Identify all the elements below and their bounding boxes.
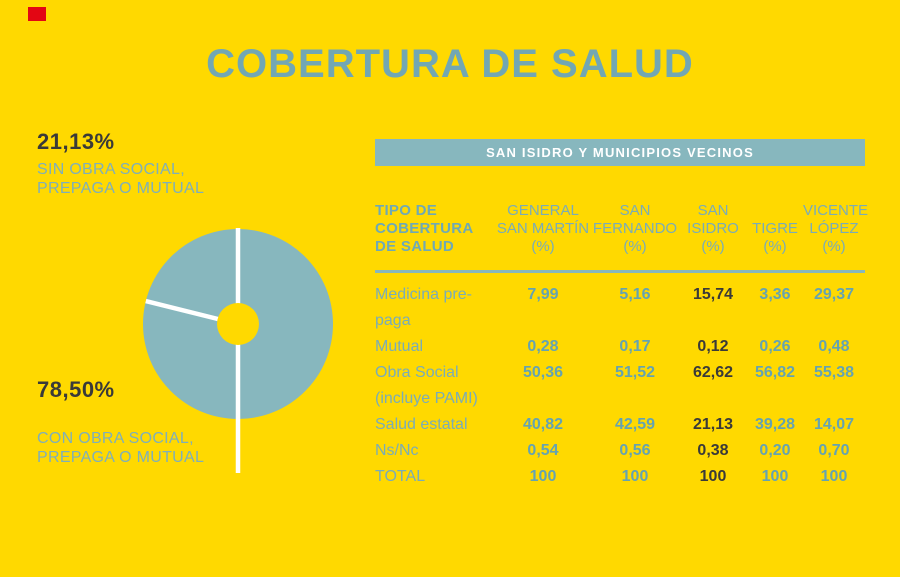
table-row: Salud estatal 40,82 42,59 21,13 39,28 14… bbox=[375, 412, 865, 438]
cell-value: 39,28 bbox=[754, 416, 796, 433]
row-label: Ns/Nc bbox=[375, 442, 419, 459]
cell-value: 3,36 bbox=[759, 286, 791, 303]
cell-value: 62,62 bbox=[692, 364, 734, 381]
table-body: Medicina pre-paga 7,99 5,16 15,74 3,36 2… bbox=[375, 282, 865, 490]
pie-small-percent: 21,13% bbox=[37, 129, 115, 154]
cell-value: 0,20 bbox=[759, 442, 791, 459]
cell-value: 100 bbox=[529, 468, 557, 485]
cell-value: 21,13 bbox=[692, 416, 734, 433]
cell-value: 56,82 bbox=[754, 364, 796, 381]
cell-value: 100 bbox=[699, 468, 727, 485]
column-header-san-fernando: SAN FERNANDO (%) bbox=[592, 202, 678, 255]
row-label-sub: (incluye PAMI) bbox=[375, 390, 478, 407]
cell-value: 14,07 bbox=[813, 416, 855, 433]
donut-chart bbox=[143, 228, 333, 473]
pie-small-caption: SIN OBRA SOCIAL, PREPAGA O MUTUAL bbox=[37, 161, 205, 197]
pie-big-percent: 78,50% bbox=[37, 377, 115, 402]
cell-value: 100 bbox=[761, 468, 789, 485]
table-row: Mutual 0,28 0,17 0,12 0,26 0,48 bbox=[375, 334, 865, 360]
pie-big-caption: CON OBRA SOCIAL, PREPAGA O MUTUAL bbox=[37, 430, 205, 466]
row-label: Obra Social (incluye PAMI) bbox=[375, 360, 495, 412]
table-row: Ns/Nc 0,54 0,56 0,38 0,20 0,70 bbox=[375, 438, 865, 464]
table-row: Medicina pre-paga 7,99 5,16 15,74 3,36 2… bbox=[375, 282, 865, 334]
cell-value: 0,70 bbox=[818, 442, 850, 459]
cell-value: 55,38 bbox=[813, 364, 855, 381]
cell-value: 50,36 bbox=[522, 364, 564, 381]
cell-value: 29,37 bbox=[813, 286, 855, 303]
cell-value: 0,48 bbox=[818, 338, 850, 355]
table-corner-header: TIPO DE COBERTURA DE SALUD bbox=[375, 202, 474, 255]
table-header-row: TIPO DE COBERTURA DE SALUD GENERAL SAN M… bbox=[375, 202, 869, 256]
cell-value: 51,52 bbox=[614, 364, 656, 381]
cell-value: 7,99 bbox=[527, 286, 559, 303]
cell-value: 0,54 bbox=[527, 442, 559, 459]
row-label-main: Obra Social bbox=[375, 364, 459, 381]
table-row-total: TOTAL 100 100 100 100 100 bbox=[375, 464, 865, 490]
column-header-san-isidro: SAN ISIDRO (%) bbox=[687, 202, 739, 255]
row-label: Medicina pre-paga bbox=[375, 286, 472, 329]
cell-value: 0,12 bbox=[697, 338, 729, 355]
table-banner: SAN ISIDRO Y MUNICIPIOS VECINOS bbox=[375, 139, 865, 166]
table-divider bbox=[375, 270, 865, 273]
brand-logo-icon bbox=[28, 7, 46, 21]
row-label: TOTAL bbox=[375, 468, 426, 485]
cell-value: 5,16 bbox=[619, 286, 651, 303]
cell-value: 0,17 bbox=[619, 338, 651, 355]
pie-callout-big: 78,50% CON OBRA SOCIAL, PREPAGA O MUTUAL bbox=[37, 377, 204, 467]
cell-value: 40,82 bbox=[522, 416, 564, 433]
cell-value: 0,26 bbox=[759, 338, 791, 355]
column-header-tigre: TIGRE (%) bbox=[752, 220, 798, 255]
page-title: COBERTURA DE SALUD bbox=[206, 42, 694, 86]
pie-callout-small: 21,13% SIN OBRA SOCIAL, PREPAGA O MUTUAL bbox=[37, 129, 204, 198]
table-row: Obra Social (incluye PAMI) 50,36 51,52 6… bbox=[375, 360, 865, 412]
column-header-vicente-lopez: VICENTE LÓPEZ (%) bbox=[803, 202, 869, 255]
row-label: Salud estatal bbox=[375, 416, 468, 433]
cell-value: 100 bbox=[820, 468, 848, 485]
coverage-table: SAN ISIDRO Y MUNICIPIOS VECINOS TIPO DE … bbox=[375, 139, 869, 490]
cell-value: 42,59 bbox=[614, 416, 656, 433]
cell-value: 0,28 bbox=[527, 338, 559, 355]
row-label: Mutual bbox=[375, 338, 424, 355]
column-header-general-san-martin: GENERAL SAN MARTÍN (%) bbox=[496, 202, 590, 255]
cell-value: 0,56 bbox=[619, 442, 651, 459]
cell-value: 0,38 bbox=[697, 442, 729, 459]
cell-value: 15,74 bbox=[692, 286, 734, 303]
cell-value: 100 bbox=[621, 468, 649, 485]
